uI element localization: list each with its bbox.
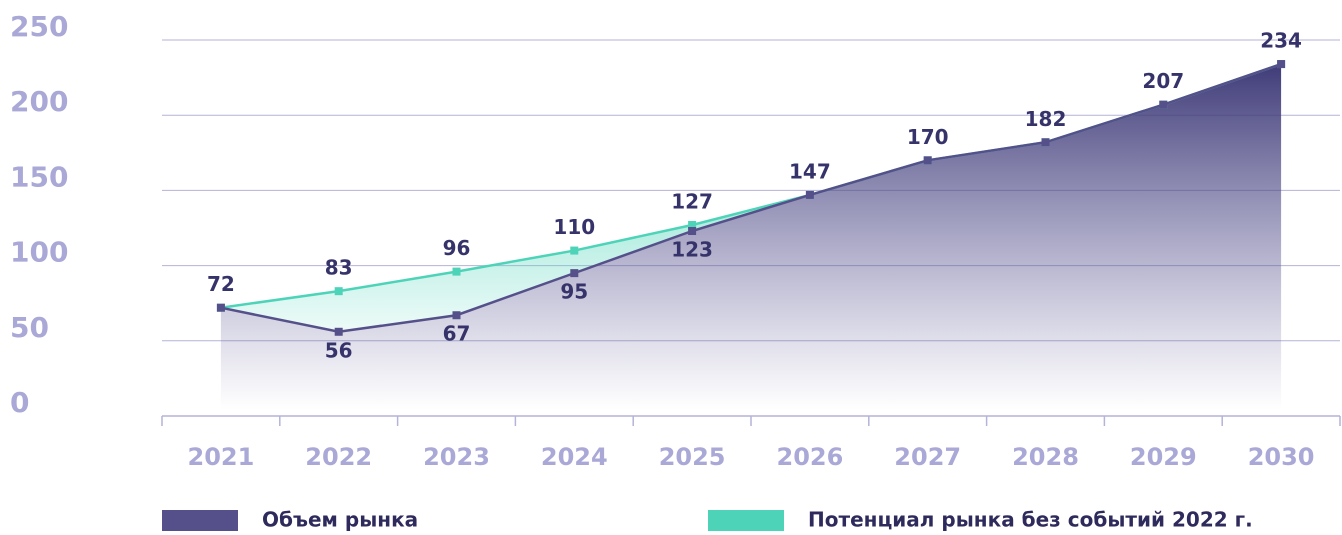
data-label: 56 [325,338,353,362]
y-tick-label: 0 [10,386,29,419]
x-tick-label: 2029 [1130,443,1197,471]
marker [452,267,461,276]
y-tick-label: 250 [10,10,68,43]
x-tick-label: 2021 [188,443,255,471]
x-tick-label: 2028 [1012,443,1079,471]
data-label: 170 [907,125,949,149]
series-line [220,62,1282,334]
x-tick-label: 2025 [659,443,726,471]
legend-swatch [708,510,784,531]
marker [688,220,697,229]
marker [923,156,932,165]
data-label: 67 [443,322,471,346]
marker [570,269,579,278]
y-tick-label: 200 [10,85,68,118]
marker [805,190,814,199]
y-tick-label: 50 [10,311,49,344]
potential-band [220,64,1282,332]
x-tick-label: 2023 [423,443,490,471]
data-label: 147 [789,159,831,183]
data-label: 182 [1025,107,1067,131]
y-tick-label: 100 [10,236,68,269]
marker [216,303,225,312]
marker [1277,60,1286,69]
x-tick-label: 2030 [1248,443,1315,471]
data-label: 95 [560,280,588,304]
legend-label: Потенциал рынка без событий 2022 г. [808,508,1253,532]
legend-label: Объем рынка [262,508,418,532]
data-label: 96 [443,236,471,260]
data-label: 127 [671,189,713,213]
data-label: 83 [325,256,353,280]
market-area [220,64,1282,411]
x-tick-label: 2024 [541,443,608,471]
marker [1041,138,1050,147]
x-tick-label: 2026 [777,443,844,471]
x-tick-label: 2027 [894,443,961,471]
marker [334,287,343,296]
marker [570,246,579,255]
data-label: 123 [671,238,713,262]
marker [452,311,461,320]
y-tick-label: 150 [10,160,68,193]
data-label: 72 [207,272,235,296]
data-label: 234 [1260,29,1302,53]
x-tick-label: 2022 [305,443,372,471]
marker [688,227,697,236]
marker [334,327,343,336]
legend-swatch [162,510,238,531]
marker [1159,100,1168,109]
data-label: 207 [1142,69,1184,93]
data-label: 110 [553,215,595,239]
